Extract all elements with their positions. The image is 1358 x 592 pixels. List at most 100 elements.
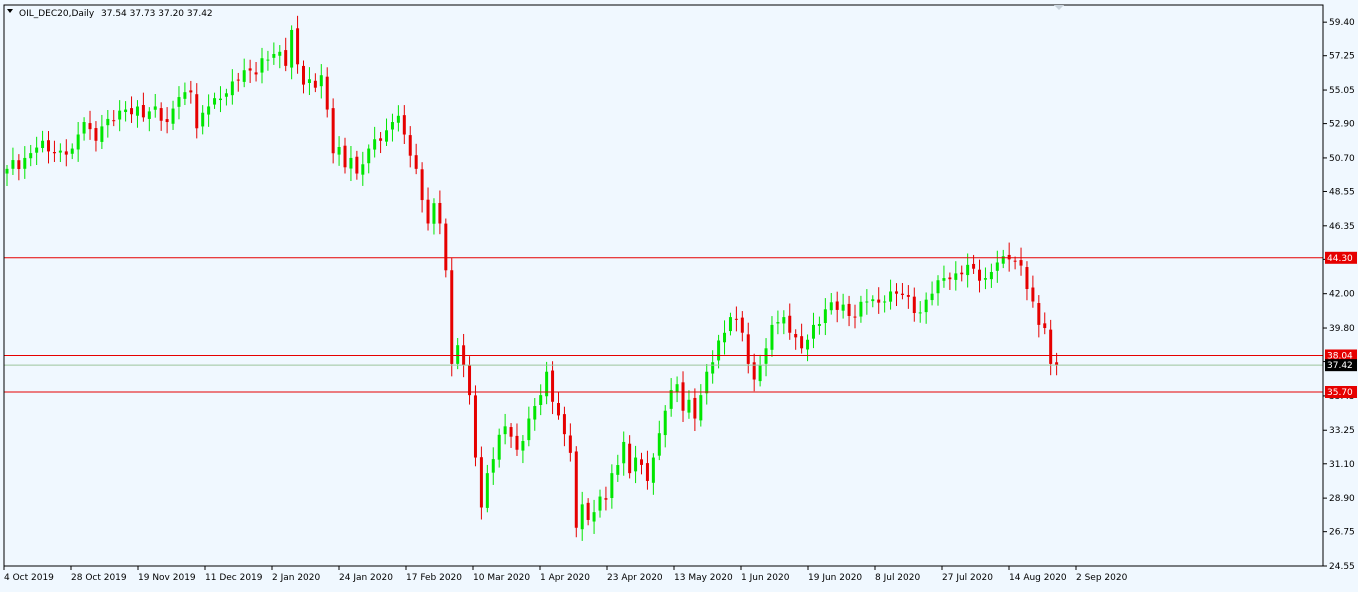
plot-border [3, 4, 1324, 567]
ohlc-values: 37.54 37.73 37.20 37.42 [101, 9, 213, 19]
candle-body [610, 473, 614, 499]
candle [776, 310, 780, 335]
candle-body [568, 435, 572, 453]
candle [17, 154, 21, 181]
candle-body [420, 169, 424, 201]
candle-body [794, 334, 798, 338]
candle-body [746, 334, 750, 364]
candle-body [325, 76, 329, 110]
candle-body [889, 291, 893, 302]
candle-body [432, 203, 436, 224]
y-tick-label: 57.25 [1329, 52, 1355, 62]
candle [918, 301, 922, 323]
candle [88, 110, 92, 140]
candle-body [224, 93, 228, 97]
candle [1043, 312, 1047, 335]
candle [468, 356, 472, 405]
candle [758, 354, 762, 387]
candle-body [5, 168, 9, 174]
candle-body [918, 312, 922, 314]
candle-body [823, 309, 827, 324]
candle [313, 73, 317, 93]
candle [213, 92, 217, 109]
candle-body [509, 427, 513, 437]
candle [207, 94, 211, 127]
candle-body [414, 155, 418, 169]
candle-body [218, 98, 222, 101]
candle [41, 130, 45, 153]
chart-shift-marker-icon[interactable] [1054, 5, 1064, 10]
candle [402, 105, 406, 144]
candle-body [207, 106, 211, 115]
candle [230, 69, 234, 105]
candle [871, 295, 875, 308]
level-tag: 44.30 [1327, 254, 1353, 264]
candle [788, 303, 792, 340]
candle-body [877, 299, 881, 303]
candle-body [373, 139, 377, 150]
candle-body [740, 317, 744, 333]
candle [64, 139, 68, 167]
time-axis[interactable]: 4 Oct 2019 28 Oct 2019 19 Nov 2019 11 Dec 2… [3, 566, 1128, 583]
candle-body [396, 115, 400, 123]
x-tick-label: 24 Jan 2020 [339, 573, 393, 583]
candle-body [758, 365, 762, 382]
candle-body [272, 54, 276, 58]
candle [248, 59, 252, 83]
candle-body [189, 90, 193, 93]
candle [800, 323, 804, 354]
candle-body [829, 302, 833, 311]
candle-body [900, 293, 904, 295]
candle [895, 283, 898, 306]
candle-body [622, 441, 626, 464]
candle-body [485, 473, 489, 508]
y-tick-label: 28.90 [1329, 494, 1355, 504]
candle-body [159, 108, 163, 121]
candle [195, 83, 199, 139]
candle-body [438, 202, 442, 224]
symbol-dropdown-icon[interactable] [7, 9, 13, 13]
candle-body [385, 130, 389, 142]
candle-body [1043, 323, 1047, 329]
candle [687, 390, 691, 419]
candle-body [260, 58, 264, 73]
candle-body [130, 108, 134, 115]
candle-body [817, 323, 821, 326]
candle [604, 486, 608, 511]
candle [936, 275, 940, 306]
candle [94, 121, 98, 152]
candle [847, 295, 851, 327]
candle [426, 187, 430, 231]
candle [954, 261, 958, 291]
candle [562, 406, 566, 447]
candle-body [734, 318, 738, 320]
candle-body [800, 336, 804, 349]
candle [497, 428, 501, 468]
candle-body [313, 80, 317, 88]
candle [717, 334, 721, 369]
candle-body [100, 126, 104, 142]
candle [1007, 242, 1011, 272]
candle-body [58, 150, 62, 153]
candle-body [841, 304, 845, 311]
candle [728, 312, 732, 336]
candle [663, 405, 667, 448]
price-axis[interactable]: 59.4057.2555.0552.9050.7048.5546.3544.20… [1323, 18, 1357, 572]
candle [1055, 352, 1059, 376]
candle-body [752, 362, 756, 380]
candle [746, 322, 750, 374]
candle [1037, 295, 1041, 338]
x-tick-label: 23 Apr 2020 [607, 573, 663, 583]
candle-body [106, 118, 110, 126]
candle [675, 376, 679, 403]
candle [189, 80, 193, 104]
candle [218, 86, 222, 113]
y-tick-label: 26.75 [1329, 528, 1355, 538]
candle-body [1007, 254, 1011, 260]
candle [52, 140, 56, 162]
candle-body [23, 157, 27, 169]
candle-body [1013, 260, 1017, 262]
candle-body [770, 324, 774, 350]
